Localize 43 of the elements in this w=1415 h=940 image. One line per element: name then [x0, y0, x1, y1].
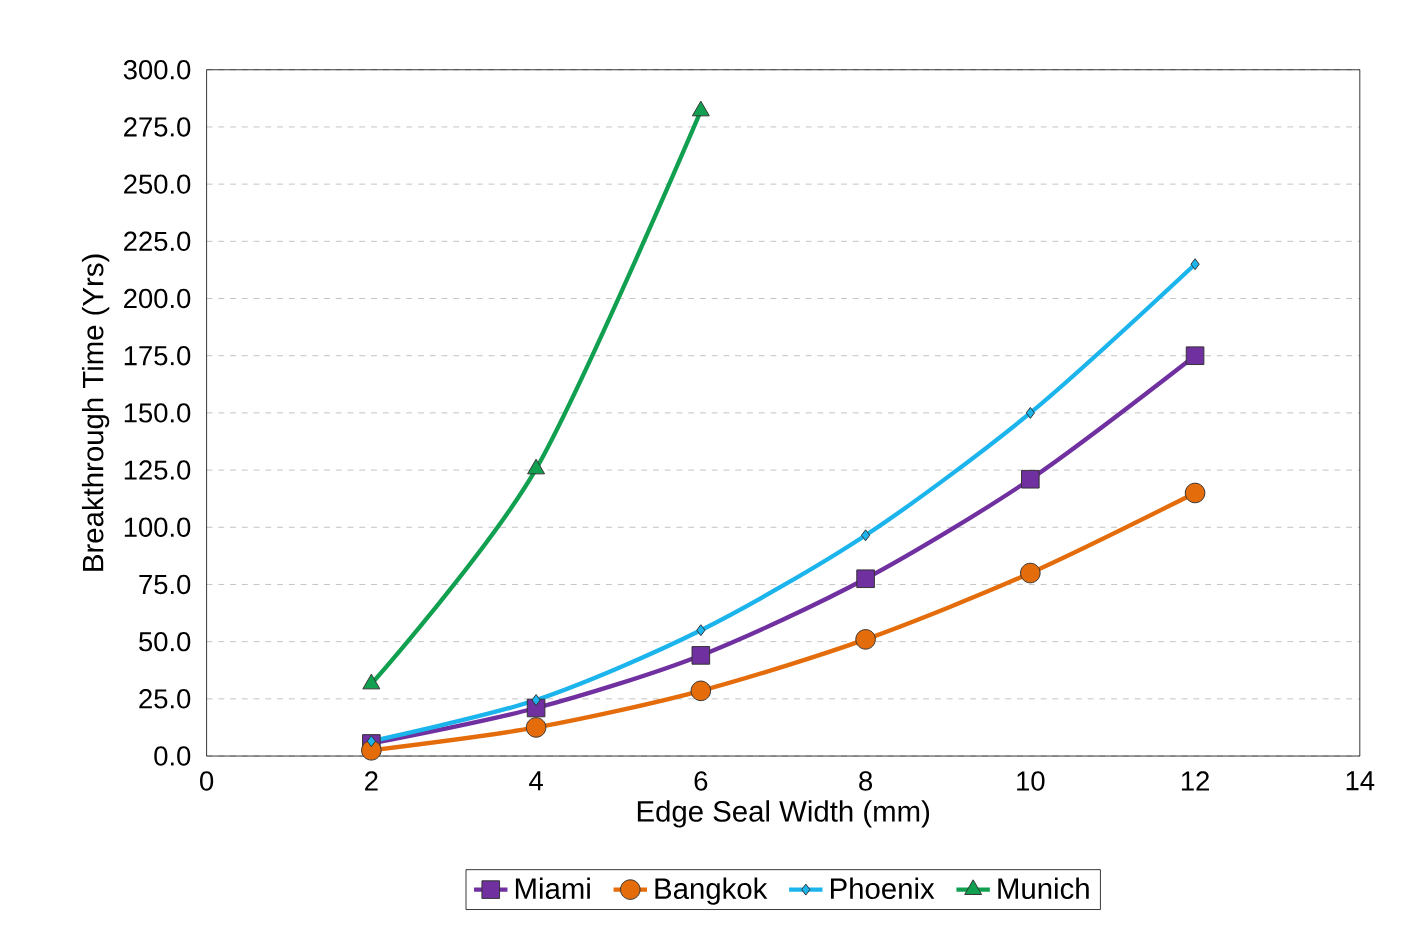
- x-tick-label: 10: [1017, 771, 1045, 791]
- legend-label: Bangkok: [655, 877, 768, 905]
- point: [531, 694, 541, 706]
- x-tick-label: 14: [1346, 771, 1375, 791]
- y-tick-label: 50.0: [139, 631, 191, 652]
- point: [1021, 469, 1040, 489]
- y-tick-label: 250.0: [124, 174, 191, 194]
- point: [1184, 482, 1206, 504]
- point: [855, 629, 876, 650]
- y-axis-title: Breakthrough Time (Yrs): [81, 254, 110, 571]
- point: [525, 717, 547, 738]
- point: [366, 735, 376, 748]
- x-tick-label: 0: [200, 771, 214, 791]
- x-tick-label: 12: [1181, 771, 1209, 791]
- y-tick-label: 200.0: [124, 288, 191, 309]
- y-tick-label: 225.0: [124, 231, 191, 252]
- x-axis-title: Edge Seal Width (mm): [637, 800, 930, 828]
- point: [691, 100, 710, 117]
- y-tick-label: 175.0: [124, 345, 191, 366]
- y-tick-label: 150.0: [124, 403, 191, 423]
- legend-label: Munich: [998, 877, 1089, 900]
- point: [1190, 258, 1200, 271]
- point: [1185, 346, 1205, 366]
- point: [690, 680, 712, 702]
- point: [1020, 562, 1041, 584]
- point: [856, 569, 875, 589]
- x-tick-label: 6: [694, 771, 708, 791]
- y-tick-label: 0.0: [154, 746, 191, 766]
- x-tick-label: 4: [529, 771, 543, 791]
- legend-label: Phoenix: [830, 877, 935, 900]
- y-tick-label: 275.0: [124, 117, 191, 137]
- y-tick-label: 125.0: [124, 460, 191, 480]
- legend-label: Miami: [515, 877, 590, 900]
- point: [691, 646, 711, 665]
- point: [860, 529, 871, 542]
- x-tick-label: 8: [859, 771, 873, 791]
- y-tick-label: 300.0: [123, 60, 191, 80]
- point: [696, 624, 706, 637]
- y-tick-label: 25.0: [139, 689, 191, 709]
- y-tick-label: 100.0: [124, 517, 191, 537]
- point: [1025, 406, 1035, 419]
- x-tick-label: 2: [365, 771, 378, 791]
- y-tick-label: 75.0: [139, 574, 191, 595]
